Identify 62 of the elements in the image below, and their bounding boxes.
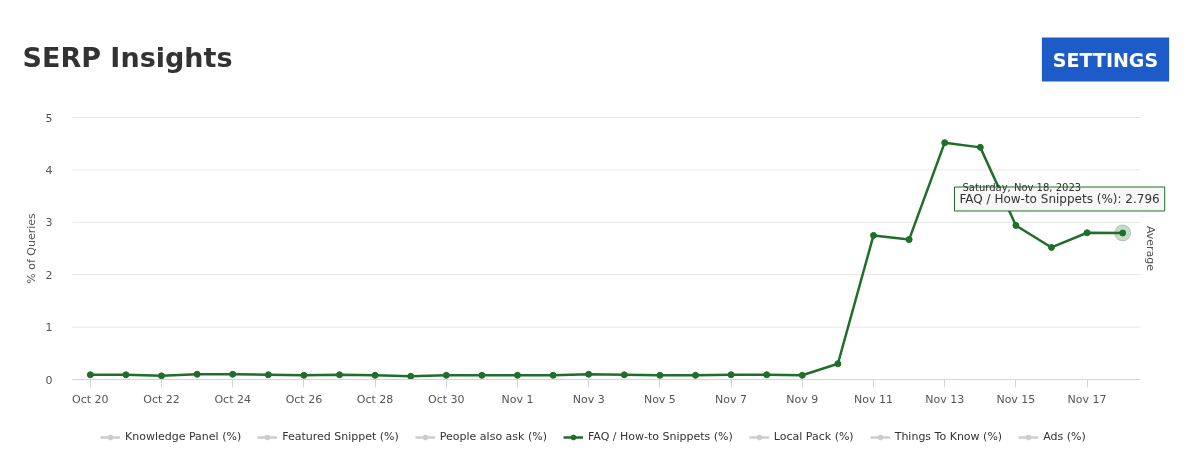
point <box>407 372 415 380</box>
point <box>905 236 913 244</box>
point <box>798 371 806 379</box>
point <box>941 139 949 147</box>
legend-label: FAQ / How-to Snippets (%) <box>587 430 733 443</box>
point <box>549 371 557 379</box>
legend-label: Knowledge Panel (%) <box>125 430 242 443</box>
point <box>264 371 272 379</box>
x-tick-label: Nov 3 <box>572 392 605 406</box>
y-tick-label: 4 <box>45 163 53 177</box>
text: SETTINGS <box>1052 48 1159 71</box>
legend-label: Local Pack (%) <box>773 430 854 443</box>
point <box>1083 229 1091 237</box>
x-tick-label: Oct 26 <box>285 392 323 406</box>
point <box>692 371 699 379</box>
point <box>763 371 771 379</box>
legend-label: Ads (%) <box>1043 430 1086 443</box>
x-tick-label: Oct 28 <box>356 392 394 406</box>
y-axis-title: % of Queries <box>24 212 38 284</box>
point <box>620 371 628 379</box>
x-tick-label: Nov 5 <box>643 392 676 406</box>
point <box>1048 243 1055 251</box>
point <box>834 360 842 368</box>
legend-label: People also ask (%) <box>439 430 547 443</box>
x-tick-label: Nov 13 <box>925 392 965 406</box>
point <box>229 370 237 378</box>
point <box>193 370 201 378</box>
point <box>122 371 130 379</box>
x-tick-label: Nov 11 <box>854 392 893 406</box>
annotation: Saturday, Nov 18, 2023 <box>962 182 1082 193</box>
point <box>371 371 379 379</box>
y-tick-label: 5 <box>45 111 53 125</box>
point <box>585 370 593 378</box>
legend-label: Things To Know (%) <box>894 430 1003 443</box>
x-tick-label: Oct 30 <box>428 392 465 406</box>
x-tick-label: Nov 9 <box>786 392 819 406</box>
text: Average <box>1144 225 1157 272</box>
point <box>976 143 984 151</box>
point <box>870 231 877 239</box>
x-tick-label: Oct 20 <box>72 392 109 406</box>
point <box>158 372 165 380</box>
point <box>336 371 343 379</box>
x-tick-label: Nov 1 <box>501 392 534 406</box>
point <box>514 371 521 379</box>
point <box>656 371 664 379</box>
y-tick-label: 3 <box>45 216 53 230</box>
x-tick-label: Oct 22 <box>143 392 180 406</box>
point <box>478 371 486 379</box>
legend-label: Featured Snippet (%) <box>282 430 399 443</box>
point <box>1012 221 1020 229</box>
y-tick-label: 0 <box>45 373 53 387</box>
x-tick-label: Nov 17 <box>1067 392 1107 406</box>
x-tick-label: Nov 15 <box>996 392 1036 406</box>
point <box>300 371 308 379</box>
point <box>86 371 94 379</box>
x-tick-label: Nov 7 <box>715 392 748 406</box>
y-tick-label: 1 <box>45 321 53 335</box>
point <box>442 371 450 379</box>
y-tick-label: 2 <box>45 268 53 282</box>
x-tick-label: Oct 24 <box>214 392 251 406</box>
point <box>727 371 735 379</box>
chart-title: SERP Insights <box>22 42 233 73</box>
